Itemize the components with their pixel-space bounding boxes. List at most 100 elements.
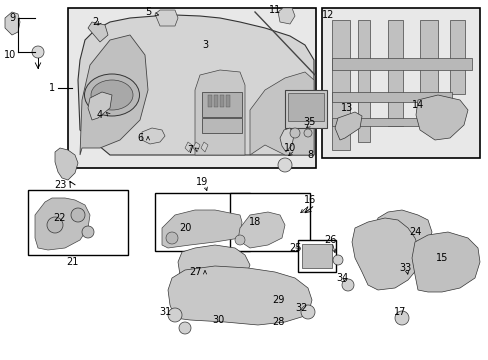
Bar — [287, 93, 324, 121]
Bar — [214, 95, 218, 107]
Text: 16: 16 — [303, 195, 315, 205]
Circle shape — [332, 255, 342, 265]
Polygon shape — [249, 72, 313, 155]
Circle shape — [289, 128, 299, 138]
Text: 26: 26 — [323, 235, 336, 245]
Bar — [449, 20, 464, 94]
Bar — [220, 95, 224, 107]
Polygon shape — [162, 210, 242, 248]
Circle shape — [168, 308, 182, 322]
Circle shape — [47, 217, 63, 233]
Text: 8: 8 — [306, 150, 312, 160]
Text: 20: 20 — [179, 223, 191, 233]
Text: 13: 13 — [340, 103, 352, 113]
Text: 19: 19 — [196, 177, 208, 187]
Text: 12: 12 — [321, 10, 333, 20]
Bar — [285, 90, 326, 128]
Bar — [357, 20, 369, 142]
Polygon shape — [238, 212, 285, 248]
Polygon shape — [195, 70, 244, 155]
Polygon shape — [142, 128, 164, 144]
Bar — [331, 58, 471, 70]
Bar — [302, 244, 331, 268]
Text: 27: 27 — [188, 267, 201, 277]
Text: 1: 1 — [49, 83, 55, 93]
Polygon shape — [201, 142, 207, 152]
Bar — [387, 20, 402, 126]
Text: 15: 15 — [435, 253, 447, 263]
Circle shape — [32, 46, 44, 58]
Polygon shape — [78, 15, 313, 155]
Bar — [297, 240, 335, 272]
Text: 2: 2 — [92, 17, 98, 27]
Circle shape — [71, 208, 85, 222]
Text: 17: 17 — [393, 307, 406, 317]
Text: 21: 21 — [66, 257, 78, 267]
Circle shape — [235, 235, 244, 245]
Bar — [68, 8, 315, 168]
Polygon shape — [411, 232, 479, 292]
Polygon shape — [374, 210, 431, 255]
Polygon shape — [35, 198, 90, 250]
Polygon shape — [280, 128, 293, 152]
Bar — [28, 190, 128, 255]
Text: 28: 28 — [271, 317, 284, 327]
Polygon shape — [88, 92, 112, 120]
Text: 23: 23 — [54, 180, 66, 190]
Text: 6: 6 — [137, 133, 143, 143]
Text: 11: 11 — [268, 5, 281, 15]
Polygon shape — [55, 148, 78, 180]
Bar — [229, 193, 309, 251]
Text: 32: 32 — [295, 303, 307, 313]
Text: 24: 24 — [408, 227, 420, 237]
Bar — [331, 92, 451, 102]
Circle shape — [82, 226, 94, 238]
Bar — [419, 20, 437, 110]
Bar — [202, 118, 242, 133]
Polygon shape — [334, 112, 361, 140]
Polygon shape — [88, 22, 108, 42]
Circle shape — [165, 232, 178, 244]
Polygon shape — [278, 8, 294, 24]
Polygon shape — [184, 142, 192, 152]
Text: 9: 9 — [9, 13, 15, 23]
Text: 22: 22 — [54, 213, 66, 223]
Circle shape — [301, 305, 314, 319]
Text: 31: 31 — [159, 307, 171, 317]
Circle shape — [179, 322, 191, 334]
Bar — [155, 193, 249, 251]
Bar — [331, 20, 349, 150]
Text: 30: 30 — [211, 315, 224, 325]
Text: 18: 18 — [248, 217, 261, 227]
Text: 14: 14 — [411, 100, 423, 110]
Ellipse shape — [84, 74, 139, 116]
Bar — [331, 118, 431, 126]
Text: 34: 34 — [335, 273, 347, 283]
Text: 4: 4 — [97, 110, 103, 120]
Text: 25: 25 — [288, 243, 301, 253]
Polygon shape — [178, 245, 249, 288]
Polygon shape — [351, 218, 419, 290]
Polygon shape — [415, 95, 467, 140]
Polygon shape — [168, 266, 311, 325]
Circle shape — [394, 311, 408, 325]
Text: 10: 10 — [4, 50, 16, 60]
Text: 29: 29 — [271, 295, 284, 305]
Circle shape — [278, 158, 291, 172]
Bar — [225, 95, 229, 107]
Bar — [207, 95, 212, 107]
Polygon shape — [155, 10, 178, 26]
Text: 33: 33 — [398, 263, 410, 273]
Polygon shape — [193, 142, 200, 152]
Bar — [202, 92, 242, 117]
Bar — [321, 8, 479, 158]
Text: 35: 35 — [303, 117, 316, 127]
Text: 7: 7 — [186, 145, 193, 155]
Ellipse shape — [91, 80, 133, 110]
Polygon shape — [5, 12, 20, 35]
Circle shape — [304, 129, 311, 137]
Text: 5: 5 — [144, 7, 151, 17]
Text: 3: 3 — [202, 40, 207, 50]
Polygon shape — [80, 35, 148, 155]
Circle shape — [341, 279, 353, 291]
